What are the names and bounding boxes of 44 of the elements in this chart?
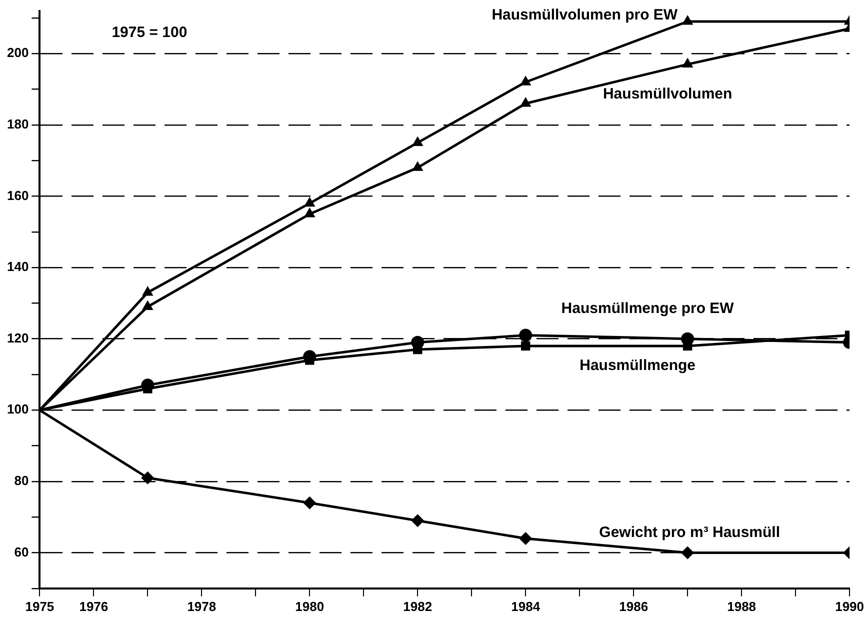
point: [521, 341, 530, 351]
series-label: Hausmüllvolumen: [602, 85, 732, 102]
point: [141, 378, 154, 392]
y-tick-label: 100: [6, 402, 29, 417]
y-tick-label: 80: [14, 473, 29, 488]
y-tick-label: 200: [6, 45, 29, 60]
point: [304, 208, 316, 218]
point: [142, 286, 154, 296]
point: [412, 161, 424, 171]
y-tick-label: 60: [14, 544, 29, 560]
point: [411, 336, 424, 349]
point: [303, 350, 316, 364]
point: [304, 196, 316, 207]
x-tick-label: 1988: [727, 598, 756, 614]
point: [681, 332, 694, 346]
point: [681, 546, 694, 560]
x-tick-label: 1990: [835, 598, 864, 614]
point: [520, 97, 532, 107]
x-tick-label: 1980: [295, 598, 324, 614]
point: [682, 58, 694, 68]
x-tick-label: 1976: [79, 598, 108, 614]
point: [412, 136, 424, 146]
x-tick-label: 1978: [187, 598, 216, 614]
y-tick-label: 160: [6, 188, 29, 203]
series-label: Gewicht pro m³ Hausmüll: [599, 524, 780, 541]
point: [411, 514, 424, 528]
x-tick-label: 1982: [403, 598, 432, 614]
y-tick-label: 140: [6, 259, 29, 274]
point: [519, 532, 532, 545]
series-label: Hausmüllmenge: [580, 357, 696, 374]
y-tick-label: 120: [6, 330, 29, 346]
series-label: Hausmüllmenge pro EW: [561, 300, 735, 317]
x-tick-label: 1984: [511, 598, 541, 614]
point: [682, 14, 694, 25]
annotation: 1975 = 100: [112, 24, 188, 41]
x-tick-label: 1975: [25, 598, 54, 614]
x-tick-label: 1986: [619, 598, 648, 614]
point: [303, 496, 316, 510]
point: [519, 328, 532, 342]
point: [141, 471, 154, 484]
series-label: Hausmüllvolumen pro EW: [492, 6, 678, 24]
point: [520, 76, 532, 86]
point: [142, 300, 154, 310]
y-tick-label: 180: [6, 116, 29, 132]
